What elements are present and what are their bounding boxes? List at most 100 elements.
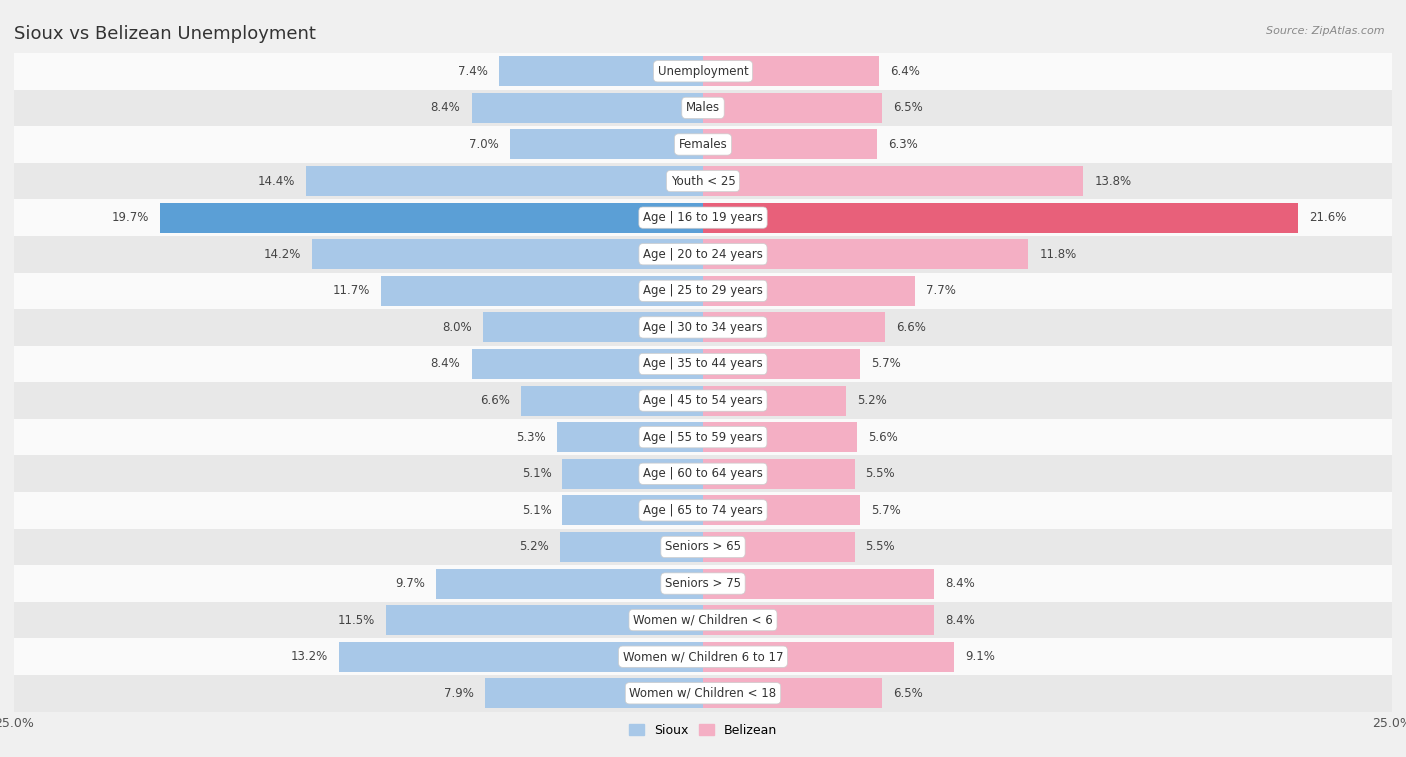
- Text: Women w/ Children < 18: Women w/ Children < 18: [630, 687, 776, 699]
- Bar: [381, 276, 703, 306]
- Bar: [703, 93, 882, 123]
- Text: 7.0%: 7.0%: [470, 138, 499, 151]
- Text: Age | 45 to 54 years: Age | 45 to 54 years: [643, 394, 763, 407]
- Bar: [510, 129, 703, 160]
- Text: Males: Males: [686, 101, 720, 114]
- Bar: [14, 346, 1392, 382]
- Bar: [482, 313, 703, 342]
- Text: 5.1%: 5.1%: [522, 467, 551, 480]
- Text: Women w/ Children 6 to 17: Women w/ Children 6 to 17: [623, 650, 783, 663]
- Text: 5.1%: 5.1%: [522, 504, 551, 517]
- Bar: [471, 349, 703, 379]
- Text: 6.5%: 6.5%: [893, 687, 922, 699]
- Text: Women w/ Children < 6: Women w/ Children < 6: [633, 614, 773, 627]
- Bar: [14, 89, 1392, 126]
- Text: 19.7%: 19.7%: [111, 211, 149, 224]
- Text: Age | 60 to 64 years: Age | 60 to 64 years: [643, 467, 763, 480]
- Text: Seniors > 65: Seniors > 65: [665, 540, 741, 553]
- Bar: [703, 422, 858, 452]
- Text: 7.9%: 7.9%: [444, 687, 474, 699]
- Text: Age | 25 to 29 years: Age | 25 to 29 years: [643, 285, 763, 298]
- Text: Females: Females: [679, 138, 727, 151]
- Text: 11.5%: 11.5%: [337, 614, 375, 627]
- Bar: [703, 56, 879, 86]
- Bar: [14, 419, 1392, 456]
- Text: 14.4%: 14.4%: [257, 175, 295, 188]
- Text: Age | 20 to 24 years: Age | 20 to 24 years: [643, 248, 763, 260]
- Text: 5.6%: 5.6%: [869, 431, 898, 444]
- Text: 8.4%: 8.4%: [430, 101, 461, 114]
- Bar: [499, 56, 703, 86]
- Text: 6.4%: 6.4%: [890, 65, 921, 78]
- Text: Age | 55 to 59 years: Age | 55 to 59 years: [643, 431, 763, 444]
- Text: 13.8%: 13.8%: [1094, 175, 1132, 188]
- Bar: [14, 675, 1392, 712]
- Text: 11.7%: 11.7%: [332, 285, 370, 298]
- Bar: [14, 273, 1392, 309]
- Text: 8.4%: 8.4%: [945, 577, 976, 590]
- Bar: [703, 166, 1083, 196]
- Text: Age | 35 to 44 years: Age | 35 to 44 years: [643, 357, 763, 370]
- Text: 6.5%: 6.5%: [893, 101, 922, 114]
- Text: 6.6%: 6.6%: [896, 321, 925, 334]
- Text: Youth < 25: Youth < 25: [671, 175, 735, 188]
- Bar: [14, 236, 1392, 273]
- Text: 6.6%: 6.6%: [481, 394, 510, 407]
- Text: 8.0%: 8.0%: [441, 321, 471, 334]
- Text: 5.7%: 5.7%: [872, 357, 901, 370]
- Text: Source: ZipAtlas.com: Source: ZipAtlas.com: [1267, 26, 1385, 36]
- Bar: [14, 638, 1392, 675]
- Bar: [703, 495, 860, 525]
- Bar: [703, 203, 1298, 232]
- Bar: [703, 605, 935, 635]
- Text: Age | 65 to 74 years: Age | 65 to 74 years: [643, 504, 763, 517]
- Bar: [560, 532, 703, 562]
- Bar: [562, 459, 703, 489]
- Text: 21.6%: 21.6%: [1309, 211, 1347, 224]
- Bar: [14, 528, 1392, 565]
- Bar: [703, 642, 953, 671]
- Bar: [703, 313, 884, 342]
- Text: 9.1%: 9.1%: [965, 650, 994, 663]
- Text: 8.4%: 8.4%: [430, 357, 461, 370]
- Text: 6.3%: 6.3%: [887, 138, 917, 151]
- Bar: [14, 53, 1392, 89]
- Bar: [160, 203, 703, 232]
- Bar: [312, 239, 703, 269]
- Text: Unemployment: Unemployment: [658, 65, 748, 78]
- Bar: [14, 199, 1392, 236]
- Bar: [14, 163, 1392, 199]
- Text: Age | 16 to 19 years: Age | 16 to 19 years: [643, 211, 763, 224]
- Text: 7.4%: 7.4%: [458, 65, 488, 78]
- Text: 14.2%: 14.2%: [263, 248, 301, 260]
- Bar: [387, 605, 703, 635]
- Bar: [703, 239, 1028, 269]
- Bar: [436, 569, 703, 599]
- Text: 5.2%: 5.2%: [858, 394, 887, 407]
- Text: 5.2%: 5.2%: [519, 540, 548, 553]
- Bar: [522, 385, 703, 416]
- Bar: [703, 569, 935, 599]
- Bar: [14, 382, 1392, 419]
- Text: Seniors > 75: Seniors > 75: [665, 577, 741, 590]
- Bar: [557, 422, 703, 452]
- Bar: [703, 459, 855, 489]
- Bar: [14, 492, 1392, 528]
- Text: 13.2%: 13.2%: [291, 650, 328, 663]
- Text: 7.7%: 7.7%: [927, 285, 956, 298]
- Bar: [339, 642, 703, 671]
- Bar: [14, 456, 1392, 492]
- Text: 5.5%: 5.5%: [866, 467, 896, 480]
- Bar: [703, 385, 846, 416]
- Bar: [14, 309, 1392, 346]
- Text: 5.5%: 5.5%: [866, 540, 896, 553]
- Bar: [485, 678, 703, 709]
- Bar: [703, 276, 915, 306]
- Text: 9.7%: 9.7%: [395, 577, 425, 590]
- Bar: [703, 532, 855, 562]
- Bar: [703, 349, 860, 379]
- Bar: [703, 129, 876, 160]
- Legend: Sioux, Belizean: Sioux, Belizean: [624, 718, 782, 742]
- Text: Sioux vs Belizean Unemployment: Sioux vs Belizean Unemployment: [14, 25, 316, 43]
- Bar: [703, 678, 882, 709]
